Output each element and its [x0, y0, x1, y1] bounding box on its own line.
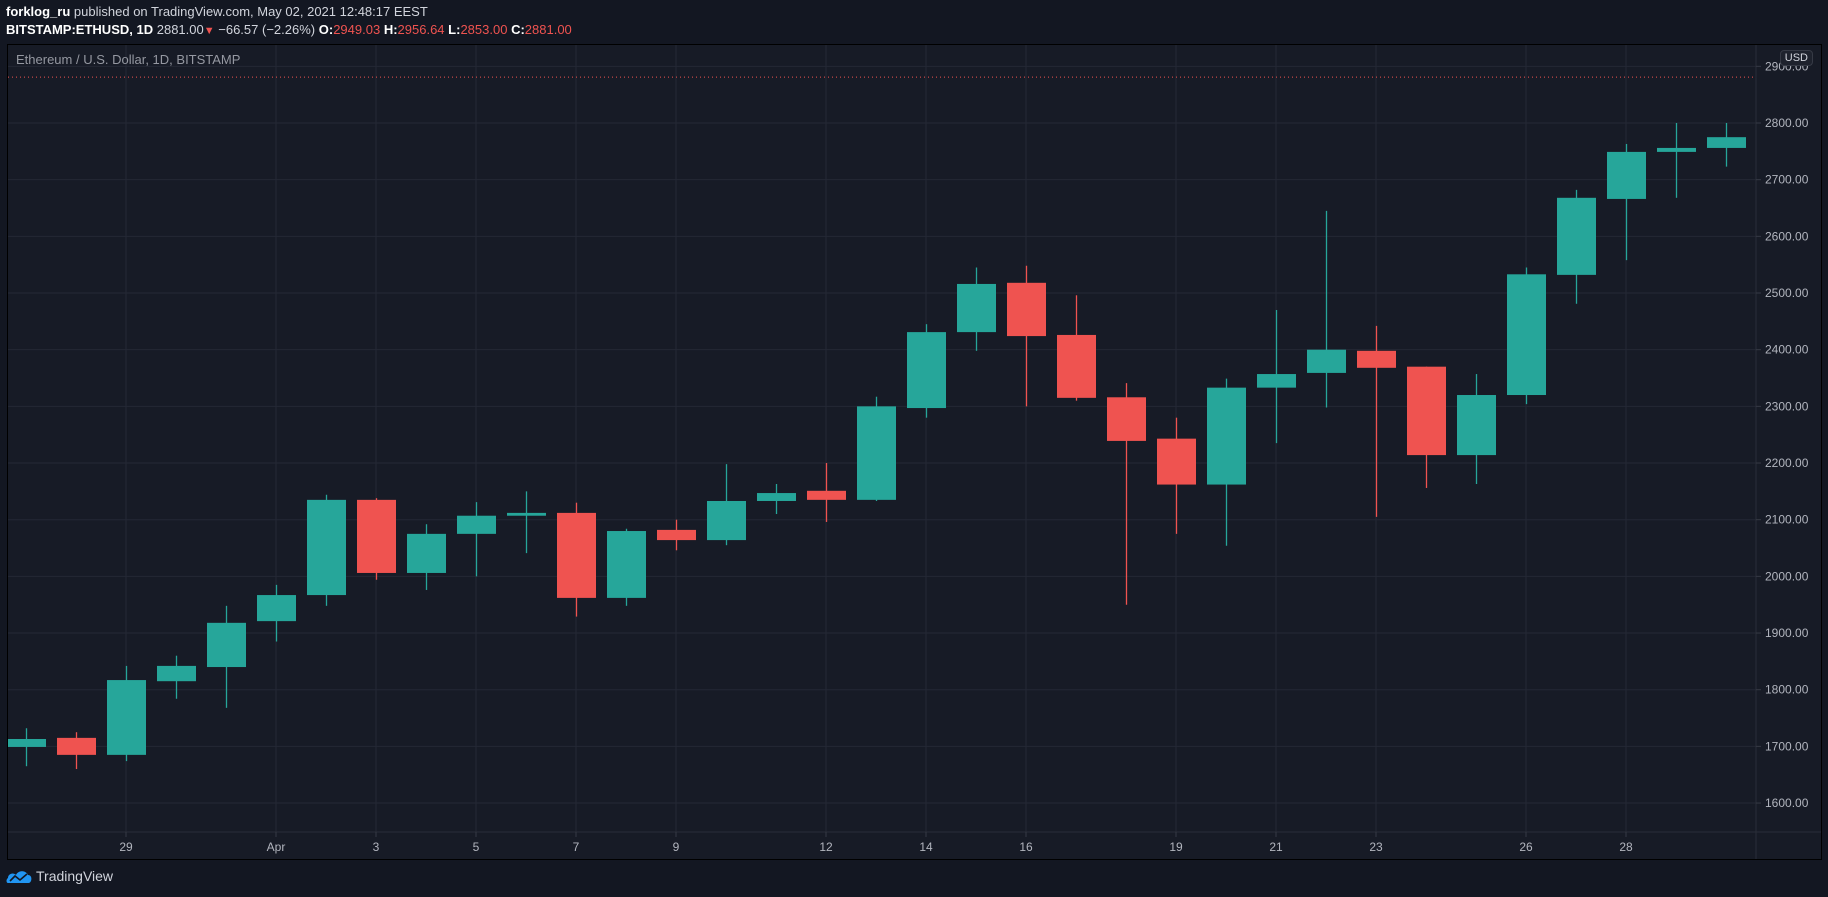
tradingview-logo-icon	[6, 871, 32, 883]
candlestick-chart[interactable]: Mar 27 Mar 28 Mar 29 Mar 30 Mar 31 Apr 1 Apr 2…	[8, 45, 1821, 859]
price-tick-label: 2500.00	[1765, 286, 1809, 300]
price-tick-label: 2200.00	[1765, 456, 1809, 470]
candle[interactable]: Apr 2	[307, 494, 346, 606]
price-tick-label: 2300.00	[1765, 399, 1809, 413]
candle[interactable]: Apr 15	[957, 267, 996, 351]
time-tick-label: 9	[673, 840, 680, 854]
open-label: O:	[318, 22, 334, 37]
candle[interactable]: Mar 27	[8, 728, 46, 767]
symbol-label: BITSTAMP:ETHUSD, 1D	[6, 22, 154, 37]
candle[interactable]: Apr 12	[807, 463, 846, 522]
time-tick-label: 3	[373, 840, 380, 854]
candle[interactable]: Apr 24	[1407, 366, 1446, 488]
candle[interactable]: Apr 22	[1307, 210, 1346, 408]
time-tick-label: 23	[1369, 840, 1383, 854]
tradingview-brand-text: TradingView	[36, 868, 114, 884]
candle[interactable]: Apr 18	[1107, 383, 1146, 605]
candle[interactable]: Apr 11	[757, 483, 796, 515]
candle[interactable]: Apr 19	[1157, 417, 1196, 534]
time-tick-label: 16	[1019, 840, 1033, 854]
candle[interactable]: Mar 28	[57, 732, 96, 770]
candle[interactable]: Mar 29	[107, 665, 146, 762]
candle[interactable]: Mar 31	[207, 605, 246, 708]
last-price: 2881.00	[156, 22, 204, 37]
price-change: −66.57 (−2.26%)	[218, 22, 316, 37]
author-name[interactable]: forklog_ru	[6, 4, 71, 19]
candle[interactable]: Apr 13	[857, 396, 896, 501]
time-tick-label: 21	[1269, 840, 1283, 854]
time-tick-label: Apr	[267, 840, 286, 854]
candles: Mar 27 Mar 28 Mar 29 Mar 30 Mar 31 Apr 1 Apr 2…	[8, 123, 1746, 770]
price-tick-label: 1600.00	[1765, 796, 1809, 810]
price-tick-label: 1900.00	[1765, 626, 1809, 640]
price-axis[interactable]: 1600.00 1700.00 1800.00 1900.00 2000.00 2100.…	[1756, 59, 1809, 810]
low-value: 2853.00	[460, 22, 508, 37]
symbol-info: BITSTAMP:ETHUSD, 1D 2881.00▼ −66.57 (−2.…	[6, 22, 572, 39]
price-tick-label: 2100.00	[1765, 513, 1809, 527]
price-tick-label: 1800.00	[1765, 683, 1809, 697]
candle[interactable]: Mar 30	[157, 655, 196, 699]
candle[interactable]: Apr 17	[1057, 295, 1096, 401]
candle[interactable]: Apr 6	[507, 491, 546, 554]
close-label: C:	[511, 22, 525, 37]
price-tick-label: 2400.00	[1765, 343, 1809, 357]
chart-frame[interactable]: Ethereum / U.S. Dollar, 1D, BITSTAMP USD…	[7, 44, 1822, 860]
candle[interactable]: Apr 29	[1657, 123, 1696, 198]
price-tick-label: 2000.00	[1765, 569, 1809, 583]
candle[interactable]: Apr 8	[607, 528, 646, 606]
price-tick-label: 1700.00	[1765, 739, 1809, 753]
candle[interactable]: Apr 25	[1457, 374, 1496, 484]
candle[interactable]: Apr 30	[1707, 123, 1746, 167]
time-tick-label: 5	[473, 840, 480, 854]
high-label: H:	[383, 22, 398, 37]
chart-header: forklog_ru published on TradingView.com,…	[6, 4, 572, 39]
candle[interactable]: Apr 27	[1557, 189, 1596, 304]
candle[interactable]: Apr 20	[1207, 378, 1246, 546]
candle[interactable]: Apr 28	[1607, 143, 1646, 261]
candle[interactable]: Apr 4	[407, 524, 446, 590]
candle[interactable]: Apr 7	[557, 502, 596, 617]
candle[interactable]: Apr 9	[657, 519, 696, 551]
time-tick-label: 19	[1169, 840, 1183, 854]
candle[interactable]: Apr 10	[707, 464, 746, 546]
time-tick-label: 26	[1519, 840, 1533, 854]
published-text: published on TradingView.com, May 02, 20…	[73, 4, 428, 19]
down-arrow-icon: ▼	[203, 25, 215, 37]
time-tick-label: 12	[819, 840, 833, 854]
publish-info: forklog_ru published on TradingView.com,…	[6, 4, 572, 20]
time-tick-label: 7	[573, 840, 580, 854]
time-tick-label: 28	[1619, 840, 1633, 854]
time-axis[interactable]: 29 Apr 3 5 7 9 12 14 16 19 21 23 26 28	[119, 832, 1633, 854]
close-value: 2881.00	[524, 22, 572, 37]
open-value: 2949.03	[333, 22, 381, 37]
candle[interactable]: Apr 3	[357, 498, 396, 580]
price-tick-label: 2700.00	[1765, 173, 1809, 187]
chart-legend-title: Ethereum / U.S. Dollar, 1D, BITSTAMP	[16, 52, 241, 67]
price-tick-label: 2600.00	[1765, 229, 1809, 243]
time-tick-label: 14	[919, 840, 933, 854]
high-value: 2956.64	[397, 22, 445, 37]
candle[interactable]: Apr 14	[907, 324, 946, 418]
low-label: L:	[448, 22, 461, 37]
candle[interactable]: Apr 1	[257, 584, 296, 642]
price-tick-label: 2800.00	[1765, 116, 1809, 130]
candle[interactable]: Apr 21	[1257, 310, 1296, 444]
candle[interactable]: Apr 5	[457, 502, 496, 577]
candle[interactable]: Apr 23	[1357, 325, 1396, 517]
currency-badge[interactable]: USD	[1779, 50, 1813, 66]
time-tick-label: 29	[119, 840, 133, 854]
candle[interactable]: Apr 26	[1507, 267, 1546, 405]
candle[interactable]: Apr 16	[1007, 265, 1046, 407]
tradingview-branding[interactable]: TradingView	[6, 868, 113, 884]
